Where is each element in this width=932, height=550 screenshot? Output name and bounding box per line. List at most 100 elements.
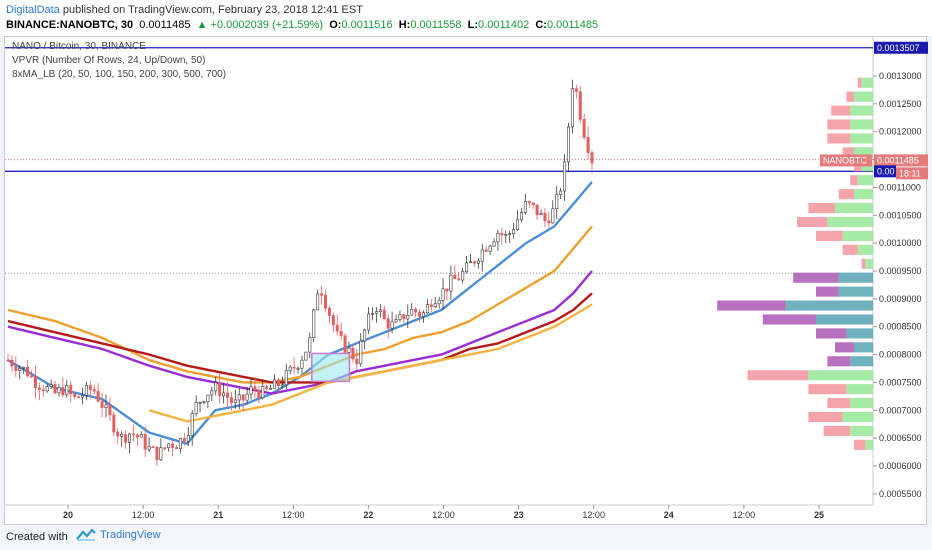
vp-down-bar: [747, 370, 809, 381]
vp-down-bar: [827, 398, 851, 409]
candle-body: [527, 201, 531, 204]
candle-body: [563, 161, 567, 192]
candle-body: [163, 447, 167, 450]
vp-down-bar: [762, 314, 816, 325]
vp-up-bar: [808, 370, 873, 381]
vp-up-bar: [850, 105, 873, 116]
candle-body: [421, 312, 425, 317]
vp-up-bar: [846, 328, 873, 339]
vp-up-bar: [835, 203, 873, 214]
candle-body: [547, 220, 551, 224]
candle-body: [186, 435, 190, 442]
candle-body: [155, 446, 159, 460]
candle-body: [171, 443, 175, 448]
last-price: 0.0011485: [139, 19, 191, 31]
low-value: 0.0011402: [478, 19, 530, 31]
candle-body: [574, 88, 578, 92]
price-chart[interactable]: 0.00130000.00125000.00120000.00115000.00…: [0, 0, 932, 525]
candle-body: [225, 392, 229, 398]
moving-average-line: [7, 292, 593, 384]
candle-body: [147, 446, 151, 450]
candle-body: [488, 245, 492, 252]
candle-body: [343, 335, 347, 353]
candle-body: [484, 249, 488, 252]
high-value: 0.0011558: [410, 19, 462, 31]
author-link[interactable]: DigitalData: [6, 4, 60, 16]
candle-body: [222, 392, 226, 397]
countdown-tag: [896, 167, 928, 180]
x-tick-label: 12:00: [733, 510, 756, 520]
x-tick-label: 12:00: [432, 510, 455, 520]
candle-body: [500, 232, 504, 236]
candle-body: [241, 394, 245, 401]
x-tick-label: 12:00: [132, 510, 155, 520]
y-tick-label: 0.0008500: [879, 322, 922, 332]
candle-body: [582, 119, 586, 138]
tradingview-link[interactable]: TradingView: [76, 529, 161, 541]
vp-up-bar: [854, 189, 873, 200]
candle-body: [410, 308, 414, 316]
candle-body: [292, 366, 296, 369]
vp-down-bar: [808, 203, 835, 214]
candle-body: [374, 311, 378, 314]
vp-up-bar: [854, 91, 873, 102]
moving-average-line: [7, 181, 593, 445]
candle-body: [214, 382, 218, 392]
candle-body: [512, 229, 516, 234]
candle-body: [355, 358, 359, 365]
vp-up-bar: [850, 356, 873, 367]
vp-down-bar: [846, 91, 854, 102]
vp-up-bar: [842, 230, 873, 241]
vp-down-bar: [816, 230, 843, 241]
candle-body: [504, 234, 508, 236]
legend-ma[interactable]: 8xMA_LB (20, 50, 100, 150, 200, 300, 500…: [12, 69, 227, 80]
y-tick-label: 0.0005500: [879, 489, 922, 499]
candle-body: [265, 386, 269, 389]
vp-up-bar: [842, 411, 873, 423]
candle-body: [37, 387, 41, 390]
candle-body: [437, 299, 441, 305]
candle-body: [210, 390, 214, 396]
candle-body: [49, 384, 53, 387]
tradingview-label[interactable]: TradingView: [100, 529, 161, 541]
candle-body: [80, 395, 84, 398]
chart-header: DigitalData published on TradingView.com…: [0, 0, 932, 36]
y-tick-label: 0.0012500: [879, 99, 922, 109]
moving-average-line: [7, 270, 593, 395]
candle-body: [190, 413, 194, 436]
y-tick-label: 0.0010500: [879, 210, 922, 220]
symbol-tag: NANOBTC: [823, 155, 868, 165]
candle-body: [519, 212, 523, 221]
moving-average-line: [7, 225, 593, 384]
candle-body: [453, 274, 457, 280]
vp-up-bar: [861, 77, 873, 88]
vp-up-bar: [865, 439, 873, 450]
candle-body: [108, 404, 112, 416]
candle-body: [237, 394, 241, 401]
vp-up-bar: [854, 147, 873, 158]
vp-up-bar: [827, 216, 873, 228]
vp-up-bar: [857, 244, 873, 255]
lower-line-price-label: 0.00: [877, 166, 895, 176]
candle-body: [320, 293, 324, 296]
change-arrow: ▲: [196, 19, 208, 31]
high-label: H:: [398, 19, 411, 31]
candle-body: [194, 402, 198, 415]
candle-body: [476, 260, 480, 264]
vp-up-bar: [816, 314, 873, 325]
chart-frame[interactable]: [4, 36, 927, 525]
candle-body: [57, 387, 61, 394]
publish-text: published on TradingView.com, February 2…: [59, 4, 363, 16]
candle-body: [480, 249, 484, 262]
candle-body: [96, 390, 100, 402]
vp-down-bar: [808, 384, 847, 395]
close-label: C:: [535, 19, 547, 31]
candle-body: [543, 212, 547, 222]
vp-up-bar: [865, 258, 873, 269]
candle-body: [312, 309, 316, 338]
candle-body: [327, 308, 331, 316]
candle-body: [566, 126, 570, 163]
legend-vpvr[interactable]: VPVR (Number Of Rows, 24, Up/Down, 50): [12, 55, 206, 66]
candle-body: [206, 394, 210, 402]
vp-up-bar: [785, 300, 873, 311]
